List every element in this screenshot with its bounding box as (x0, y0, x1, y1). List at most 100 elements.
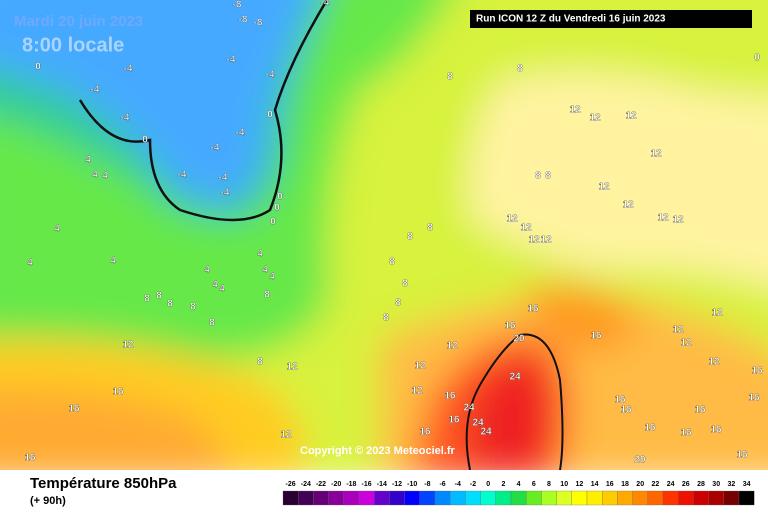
colorbar-tick-label: 28 (697, 481, 705, 488)
contour-label: 16 (694, 405, 706, 416)
contour-label: 4 (54, 224, 60, 235)
time: 8:00 locale (22, 34, 124, 56)
contour-label: -4 (121, 113, 130, 124)
contour-label: -4 (211, 143, 220, 154)
color-swatch (632, 490, 648, 506)
contour-label: 24 (480, 427, 492, 438)
contour-label: 4 (85, 155, 91, 166)
contour-label: 8 (257, 357, 263, 368)
color-swatch (480, 490, 496, 506)
colorbar-tick-label: -24 (301, 481, 311, 488)
colorbar-tick-label: 18 (621, 481, 629, 488)
contour-label: 24 (472, 418, 484, 429)
color-swatch (526, 490, 542, 506)
color-swatch (678, 490, 694, 506)
color-swatch (404, 490, 420, 506)
contour-label: 12 (280, 430, 292, 441)
colorbar-tick-label: 34 (743, 481, 751, 488)
color-swatch (556, 490, 572, 506)
contour-label: 8 (190, 302, 196, 313)
color-swatch (282, 490, 299, 506)
contour-label: 8 (156, 291, 162, 302)
color-swatch (434, 490, 451, 506)
contour-label: 16 (68, 404, 80, 415)
colorbar-tick-label: -8 (424, 481, 430, 488)
contour-label: 12 (650, 149, 662, 160)
date: Mardi 20 juin 2023 (14, 13, 143, 30)
colorbar-tick-label: -6 (439, 481, 445, 488)
contour-label: 16 (748, 393, 760, 404)
contour-label: 12 (286, 362, 298, 373)
contour-label: 4 (262, 265, 268, 276)
contour-label: 8 (264, 290, 270, 301)
contour-label: -4 (221, 188, 230, 199)
contour-label: 0 (35, 62, 41, 73)
contour-label: 4 (257, 249, 263, 260)
contour-label: 8 (447, 72, 453, 83)
colorbar-tick-label: 32 (728, 481, 736, 488)
color-swatch (465, 490, 481, 506)
color-swatch (662, 490, 679, 506)
contour-label: 12 (540, 235, 552, 246)
contour-label: 16 (504, 321, 516, 332)
contour-label: -4 (321, 0, 330, 9)
contour-label: -4 (219, 173, 228, 184)
colorbar-tick-label: 20 (636, 481, 644, 488)
contour-label: 12 (672, 325, 684, 336)
contour-label: 12 (411, 386, 423, 397)
color-swatch (571, 490, 588, 506)
color-swatch (738, 490, 755, 506)
legend-subtitle: (+ 90h) (30, 495, 66, 507)
run-box (470, 10, 752, 28)
color-swatch (510, 490, 527, 506)
color-swatch (298, 490, 314, 506)
contour-label: 12 (506, 214, 518, 225)
colorbar-tick-label: 4 (517, 481, 521, 488)
legend-title: Température 850hPa (30, 475, 177, 492)
contour-label: 12 (657, 213, 669, 224)
contour-label: 12 (672, 215, 684, 226)
contour-label: 4 (27, 258, 33, 269)
contour-label: -4 (227, 55, 236, 66)
contour-label: 8 (402, 279, 408, 290)
colorbar-tick-label: -26 (286, 481, 296, 488)
contour-label: -8 (233, 0, 242, 11)
color-swatch (617, 490, 633, 506)
contour-label: 4 (212, 280, 218, 291)
colorbar-tick-label: -14 (377, 481, 387, 488)
contour-label: 8 (209, 318, 215, 329)
contour-label: 12 (589, 113, 601, 124)
contour-label: 16 (419, 427, 431, 438)
color-swatch (647, 490, 664, 506)
color-swatch (450, 490, 466, 506)
contour-label: 8 (144, 294, 150, 305)
colorbar-tick-label: -4 (455, 481, 461, 488)
zero-isotherm (78, 0, 329, 222)
contour-label: -4 (91, 85, 100, 96)
colorbar-tick-label: 8 (547, 481, 551, 488)
contour-label: 16 (710, 425, 722, 436)
color-swatch (358, 490, 375, 506)
contour-label: 12 (680, 338, 692, 349)
color-swatch (708, 490, 724, 506)
contour-label: 8 (545, 171, 551, 182)
contour-label: 16 (614, 395, 626, 406)
color-swatch (602, 490, 618, 506)
copyright: Copyright © 2023 Meteociel.fr (300, 445, 456, 457)
contour-label: 8 (395, 298, 401, 309)
color-swatch (343, 490, 360, 506)
colorbar-tick-label: 6 (532, 481, 536, 488)
contour-label: 12 (414, 361, 426, 372)
contour-label: 4 (204, 265, 210, 276)
contour-label: 8 (167, 299, 173, 310)
contour-label: 16 (448, 415, 460, 426)
contour-label: 24 (509, 372, 521, 383)
contour-label: 16 (680, 428, 692, 439)
colorbar-tick-label: -16 (362, 481, 372, 488)
contour-label: -4 (124, 64, 133, 75)
contour-label: 12 (528, 235, 540, 246)
colorbar-tick-label: 16 (606, 481, 614, 488)
contour-label: 12 (622, 200, 634, 211)
run-info: Run ICON 12 Z du Vendredi 16 juin 2023 (476, 14, 666, 25)
contour-label: 16 (644, 423, 656, 434)
